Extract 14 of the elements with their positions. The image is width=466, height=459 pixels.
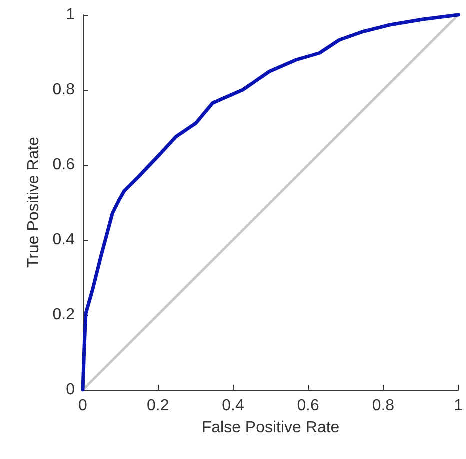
x-tick-label: 0.8 bbox=[372, 398, 395, 414]
x-axis-title: False Positive Rate bbox=[202, 420, 340, 436]
x-tick-label: 0 bbox=[78, 398, 88, 414]
y-tick-label: 0.8 bbox=[52, 82, 76, 98]
y-tick-label: 0.4 bbox=[52, 232, 76, 248]
y-axis-title: True Positive Rate bbox=[25, 136, 42, 268]
y-tick-label: 1 bbox=[66, 6, 76, 24]
x-tick-label: 0.4 bbox=[222, 398, 244, 414]
x-tick-label: 1 bbox=[454, 398, 464, 414]
y-tick-label: 0.2 bbox=[52, 306, 76, 324]
y-tick-label: 0 bbox=[66, 382, 76, 398]
y-tick-label: 0.6 bbox=[52, 156, 76, 174]
x-tick-label: 0.2 bbox=[146, 398, 170, 414]
x-tick-label: 0.6 bbox=[297, 398, 320, 414]
